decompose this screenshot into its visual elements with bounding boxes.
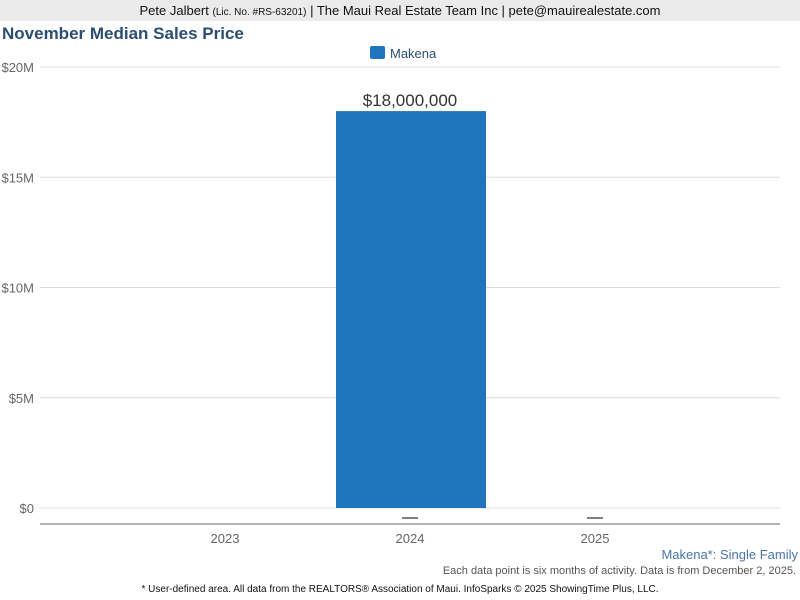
legend-swatch — [370, 46, 385, 59]
chart-title: November Median Sales Price — [2, 24, 244, 43]
legend-label: Makena — [390, 46, 437, 61]
agent-name: Pete Jalbert — [139, 3, 209, 18]
company-email: | The Maui Real Estate Team Inc | pete@m… — [310, 3, 661, 18]
data-label: $18,000,000 — [363, 91, 458, 110]
x-tick-label: 2023 — [211, 531, 240, 546]
y-tick-label: $5M — [9, 391, 34, 406]
x-tick-label: 2025 — [581, 531, 610, 546]
agent-header: Pete Jalbert (Lic. No. #RS-63201) | The … — [0, 0, 800, 21]
area-source: Makena*: Single Family — [661, 547, 798, 562]
y-tick-label: $20M — [1, 60, 34, 75]
y-tick-label: $0 — [20, 501, 34, 516]
data-note: Each data point is six months of activit… — [442, 565, 796, 577]
bar — [336, 111, 486, 508]
x-tick-label: 2024 — [396, 531, 425, 546]
y-tick-label: $10M — [1, 281, 34, 296]
license-number: (Lic. No. #RS-63201) — [212, 7, 307, 18]
y-tick-label: $15M — [1, 170, 34, 185]
footer-credit: * User-defined area. All data from the R… — [141, 584, 659, 595]
